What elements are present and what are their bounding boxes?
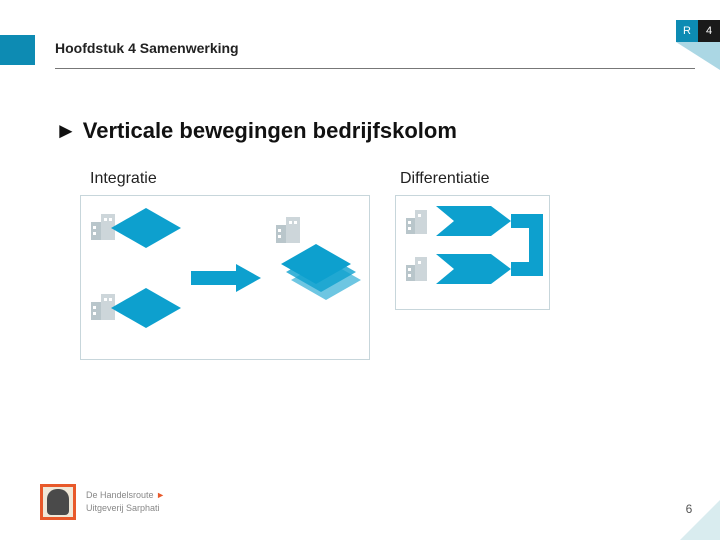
corner-badge: R 4 bbox=[676, 20, 720, 42]
heading-text: Verticale bewegingen bedrijfskolom bbox=[83, 118, 457, 143]
corner-triangle-icon bbox=[676, 42, 720, 70]
publisher-arrow-icon: ► bbox=[156, 490, 165, 500]
page-number: 6 bbox=[676, 496, 702, 522]
integratie-svg bbox=[81, 196, 371, 361]
logo-frame-icon bbox=[40, 484, 76, 520]
publisher-line2: Uitgeverij Sarphati bbox=[86, 502, 165, 515]
chapter-title: Hoofdstuk 4 Samenwerking bbox=[55, 40, 239, 56]
differentiatie-svg bbox=[396, 196, 551, 311]
integratie-diagram bbox=[80, 195, 370, 360]
footer-logo: De Handelsroute ► Uitgeverij Sarphati bbox=[40, 484, 165, 520]
left-column-label: Integratie bbox=[90, 170, 157, 188]
badge-number: 4 bbox=[698, 20, 720, 42]
bullet-icon: ► bbox=[55, 118, 77, 143]
logo-portrait-icon bbox=[47, 489, 69, 515]
slide-heading: ►Verticale bewegingen bedrijfskolom bbox=[55, 118, 457, 144]
header-accent-tab bbox=[0, 35, 35, 65]
right-column-label: Differentiatie bbox=[400, 170, 490, 188]
publisher-text: De Handelsroute ► Uitgeverij Sarphati bbox=[86, 489, 165, 514]
publisher-line1: De Handelsroute bbox=[86, 490, 154, 500]
chapter-underline bbox=[55, 68, 695, 69]
badge-r: R bbox=[676, 20, 698, 42]
differentiatie-diagram bbox=[395, 195, 550, 310]
header: Hoofdstuk 4 Samenwerking R 4 bbox=[0, 0, 720, 70]
